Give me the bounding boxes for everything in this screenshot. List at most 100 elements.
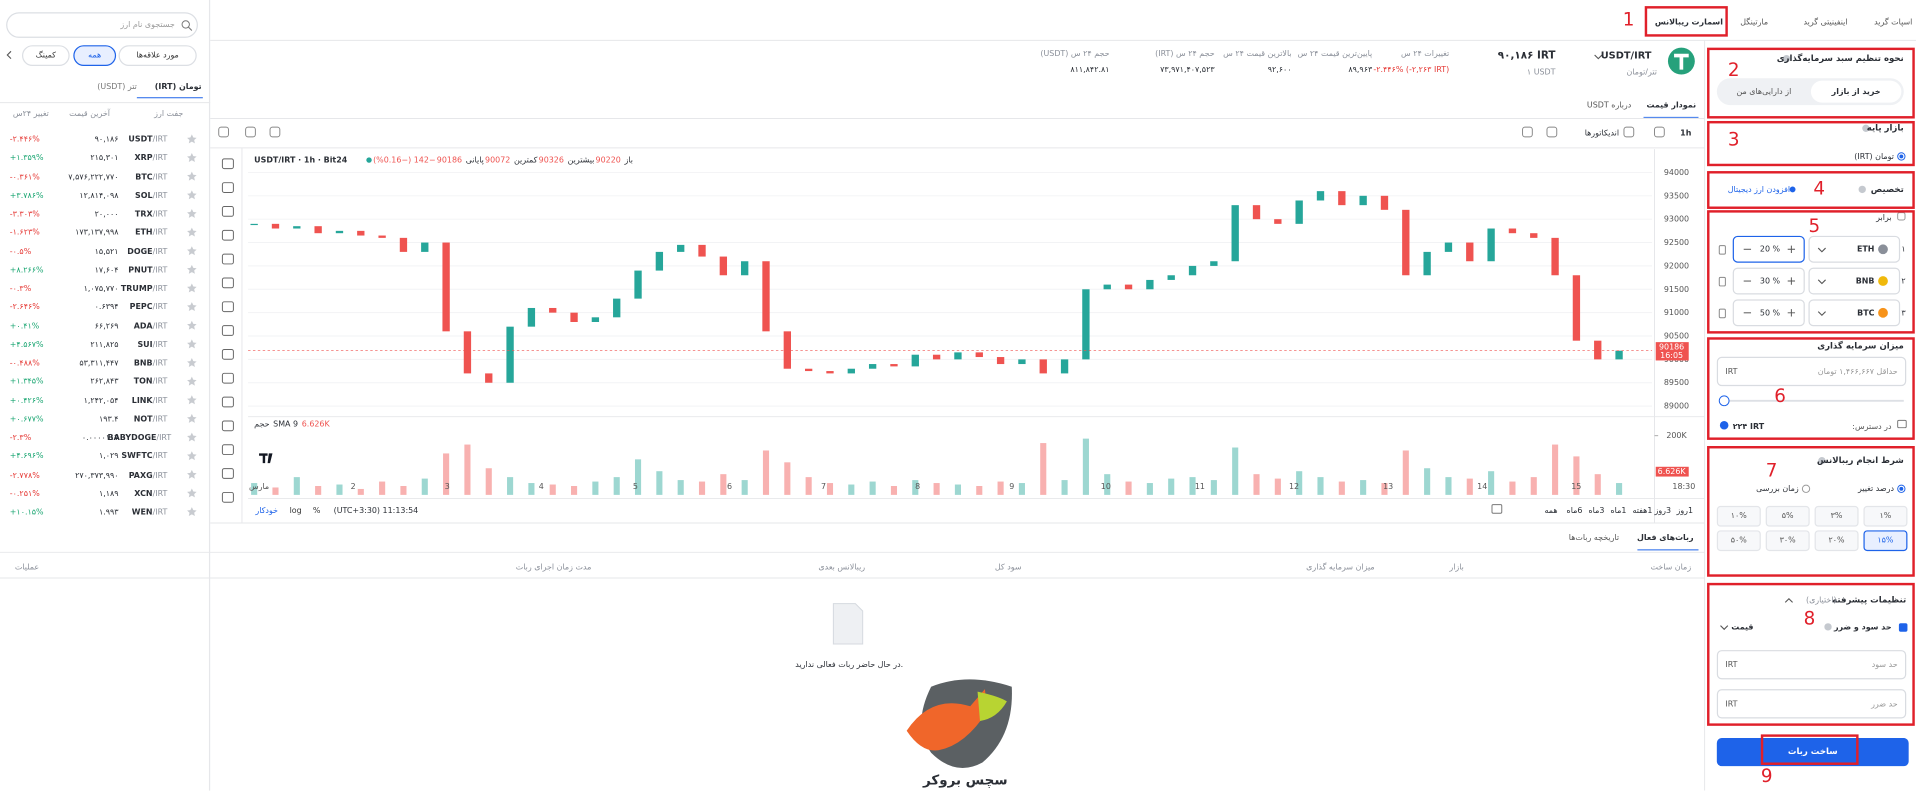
market-row[interactable]: ETH/IRT ۱۷۳,۱۳۷,۹۹۸ -۱.۶۲۳% [0,224,208,241]
currency-tab[interactable]: تتر (USDT) [97,81,137,92]
volume-last-tag [1655,466,1689,477]
amount-input[interactable] [1716,356,1907,387]
filter-button[interactable]: کمینگ [21,45,70,66]
percent-option[interactable]: ۱۵% [1863,530,1908,552]
volume-bar [1616,483,1623,495]
volume-bar [293,477,300,495]
quote-symbol: /IRT [152,413,168,424]
pair-name: SOL/IRT [108,190,167,200]
market-row[interactable]: TRUMP/IRT ۱,۰۷۵,۷۷۰ -۰.۳% [0,280,208,297]
filter-button[interactable]: مورد علاقه‌ها [118,45,197,66]
market-row[interactable]: TRX/IRT ۲۰,۰۰۰ -۳.۳۰۳% [0,205,208,222]
currency-tab[interactable]: تومان (IRT) [154,81,202,92]
market-row[interactable]: TON/IRT ۲۶۲,۸۴۳ +۱.۳۴۵% [0,373,208,390]
percent-option[interactable]: ۵۰% [1716,530,1761,552]
market-row[interactable]: PAXG/IRT ۲۷۰,۳۷۳,۹۹۰ -۲.۷۷۸% [0,466,208,483]
coin-symbol: PEPC [129,302,153,312]
range-button[interactable]: 6ماه [1566,505,1583,516]
market-row[interactable]: XRP/IRT ۲۱۵,۳۰۱ +۱.۳۵۹% [0,149,208,166]
chart-tab[interactable]: نمودار قیمت [1646,100,1697,110]
tp-sl-label[interactable]: حد سود و ضرر [1833,621,1892,632]
percent-input[interactable] [1732,267,1805,295]
base-option[interactable]: تومان (IRT) [1854,151,1895,162]
coin-select[interactable] [1808,299,1901,327]
quote-symbol: /IRT [152,320,168,331]
broker-logo-shield [921,679,1012,768]
price-input[interactable] [1716,650,1907,680]
volume-bar [443,453,450,495]
percent-option[interactable]: ۵% [1765,505,1810,527]
percent-input[interactable] [1732,235,1805,263]
market-row[interactable]: BNB/IRT ۵۳,۳۱۱,۴۴۷ -۰.۴۸۸% [0,354,208,371]
bots-tab[interactable]: ربات‌های فعال [1636,532,1694,543]
market-row[interactable]: NOT/IRT ۱۹۳.۴ +۰.۶۷۷% [0,410,208,427]
market-row[interactable]: XCN/IRT ۱,۱۸۹ -۰.۲۵۱% [0,485,208,502]
pair-name: PNUT/IRT [108,265,167,275]
scale-option[interactable]: log [289,505,302,516]
candle-type-icon [1654,126,1665,138]
market-row[interactable]: SWFTC/IRT ۱,۰۲۹ +۴.۶۹۶% [0,448,208,465]
candle [1167,275,1175,280]
market-row[interactable]: ADA/IRT ۶۶,۲۶۹ +۰.۴۱% [0,317,208,334]
drawing-tool-icon [221,348,234,360]
strategy-tab[interactable]: اسپات گرید [1874,17,1913,27]
coin-select[interactable] [1808,267,1901,295]
volume-bar [1530,477,1537,495]
coin-select[interactable] [1808,235,1901,263]
range-button[interactable]: 1هفته [1632,505,1653,516]
percent-option[interactable]: ۱۰% [1716,505,1761,527]
section-title: نحوه تنظیم سبد سرمایه‌گذاری [1776,53,1904,64]
candle [1530,233,1538,238]
x-tick-label: 3 [445,482,450,491]
candle [293,226,301,229]
market-row[interactable]: WEN/IRT ۱.۹۹۳ +۱۰.۱۵% [0,503,208,520]
search-box[interactable] [6,12,198,38]
market-row[interactable]: USDT/IRT ۹۰,۱۸۶ -۲.۴۴۶% [0,131,208,148]
indicators-button[interactable]: اندیکاتورها [1584,128,1620,139]
mode-option-selected[interactable]: خرید از بازار [1810,80,1902,103]
market-row[interactable]: PEPC/IRT ۰.۶۳۹۴ -۲.۶۴۶% [0,298,208,315]
scale-option[interactable]: خودکار [255,505,278,516]
volume-bar [251,483,258,495]
change-24h: +۴.۵۶۷% [9,339,44,350]
percent-option[interactable]: ۳% [1814,505,1859,527]
condition-option[interactable]: زمان بررسی [1756,483,1799,494]
chart-tab[interactable]: درباره USDT [1586,100,1632,110]
market-row[interactable]: DOGE/IRT ۱۵,۵۲۱ -۰.۵% [0,243,208,260]
submit-button[interactable]: ساخت ربات [1716,738,1909,767]
market-row[interactable]: SUI/IRT ۲۱۱,۸۲۵ +۴.۵۶۷% [0,336,208,353]
strategy-tab[interactable]: مارتینگل [1740,17,1769,27]
range-button[interactable]: 3روز [1654,505,1672,516]
market-row[interactable]: BABYDOGE/IRT ۰.۰۰۰۰۱۱۷ -۲.۳% [0,429,208,446]
strategy-tab[interactable]: اسمارت ریبالانس [1654,17,1723,27]
condition-option[interactable]: درصد تغییر [1857,483,1895,494]
strategy-tab[interactable]: اینفینیتی گرید [1803,17,1848,27]
range-button[interactable]: 1ماه [1610,505,1627,516]
ohlc-value: 90326 [538,155,564,165]
range-button[interactable]: 1روز [1676,505,1694,516]
add-coin-link[interactable]: افزودن ارز دیجیتال [1727,184,1791,195]
market-row[interactable]: SOL/IRT ۱۲,۸۱۴,۰۹۸ +۳.۷۸۶% [0,187,208,204]
scale-option[interactable]: % [312,505,321,516]
filter-button[interactable]: همه [73,45,117,66]
candle [741,261,749,276]
interval-button[interactable]: 1h [1680,128,1692,139]
last-price: ۱۷,۶۰۴ [94,264,119,275]
quote-symbol: /IRT [152,469,168,480]
percent-option[interactable]: ۳۰% [1765,530,1810,552]
candle [932,354,941,360]
mode-option[interactable]: از دارایی‌های من [1736,86,1792,97]
market-row[interactable]: BTC/IRT ۷,۵۷۶,۲۲۲,۷۷۰ -۰.۳۶۱% [0,168,208,185]
percent-option[interactable]: ۱% [1863,505,1908,527]
market-row[interactable]: PNUT/IRT ۱۷,۶۰۴ +۸.۲۶۶% [0,261,208,278]
percent-option[interactable]: ۲۰% [1814,530,1859,552]
range-button[interactable]: 3ماه [1588,505,1605,516]
bots-tab[interactable]: تاریخچه ربات‌ها [1568,532,1620,543]
price-input[interactable] [1716,689,1907,719]
tp-sl-mode[interactable]: قیمت [1731,621,1754,632]
percent-input[interactable] [1732,299,1805,327]
market-row[interactable]: LINK/IRT ۱,۲۴۲,۰۵۴ +۰.۴۲۶% [0,392,208,409]
last-price: ۹۰,۱۸۶ [94,134,119,145]
range-button[interactable]: همه [1544,505,1558,516]
equal-label[interactable]: برابر [1876,212,1892,223]
